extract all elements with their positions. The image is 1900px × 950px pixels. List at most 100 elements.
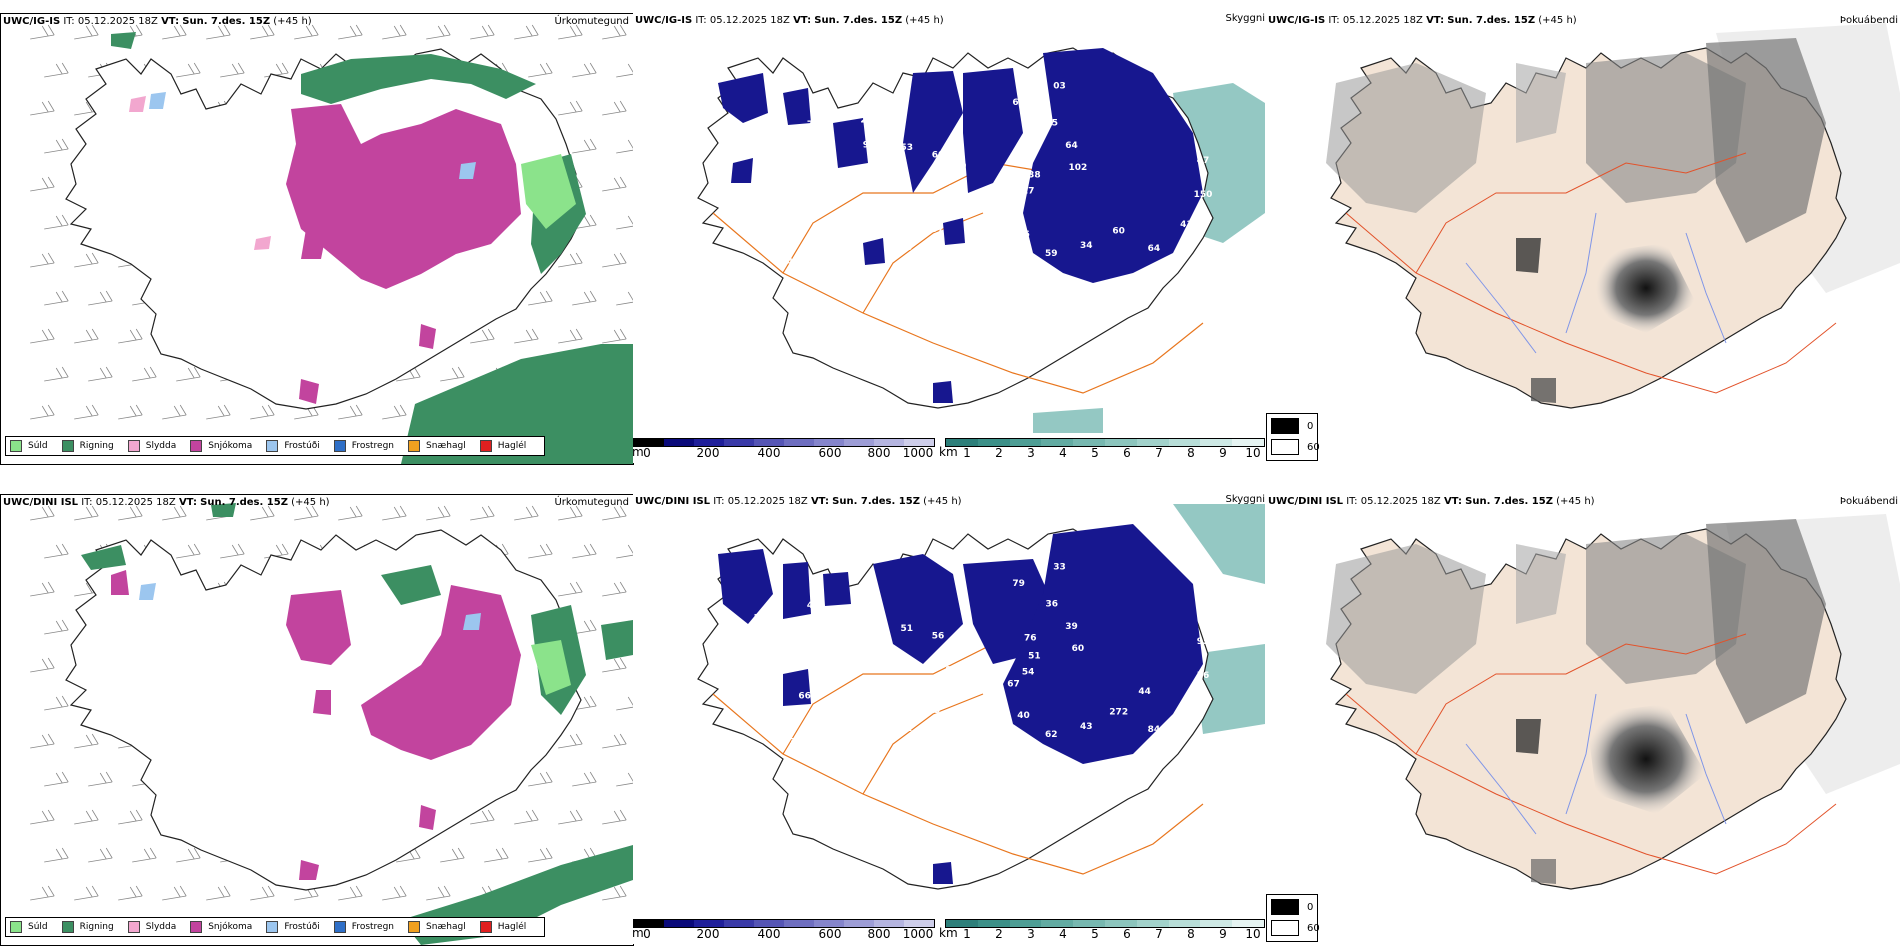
legend-item: Frostregn	[333, 440, 394, 452]
fog-legend-label: 60	[1307, 922, 1320, 934]
legend-item: Rigning	[61, 921, 114, 933]
fog-legend-label: 0	[1307, 901, 1314, 913]
colorbar-segment	[754, 439, 784, 446]
visibility-tick: 5	[1091, 446, 1099, 460]
cloud-base-tick: 0	[643, 927, 651, 941]
wind-barb	[382, 505, 407, 521]
wind-barb	[162, 505, 187, 521]
cloud-base-value: 44	[1138, 687, 1151, 697]
legend-label: Haglél	[497, 441, 527, 451]
colorbar-segment	[1041, 439, 1074, 446]
cloud-base-value: 98	[822, 195, 835, 205]
colorbar-segment	[1136, 439, 1169, 446]
legend-swatch	[479, 440, 492, 452]
panel-title: Úrkomutegund	[554, 497, 629, 508]
wind-barb	[382, 885, 407, 901]
cloud-base-value: 47	[710, 153, 723, 163]
wind-barb	[558, 809, 583, 825]
cloud-base-value: 47	[1197, 156, 1210, 166]
cloud-base-value: 2	[860, 116, 866, 126]
wind-barb	[44, 847, 69, 863]
wind-barb	[572, 543, 597, 559]
legend-swatch	[190, 440, 203, 452]
cloud-base-value: 56	[1197, 671, 1210, 681]
colorbar-segment	[814, 439, 844, 446]
visibility-tick: 10	[1245, 446, 1261, 460]
cloud-base-value: 67	[1007, 680, 1020, 690]
colorbar-segment	[844, 920, 874, 927]
wind-barb	[176, 62, 201, 78]
cloud-base-value: 90	[710, 634, 723, 644]
cloud-base-value: 170	[908, 195, 927, 205]
colorbar-segment	[694, 439, 724, 446]
colorbar-segment	[1104, 439, 1137, 446]
vt-value: Sun. 7.des. 15Z	[1465, 496, 1553, 507]
cloud-base-value: 48	[900, 243, 913, 253]
wind-barb	[572, 62, 597, 78]
visibility-colorbar: km 1 2 3 4 5 6 7 8 9 10	[939, 438, 1265, 460]
legend-label: Frostúði	[284, 922, 320, 932]
legend-label: Slydda	[145, 922, 177, 932]
lead-time: (+45 h)	[1538, 15, 1577, 26]
wind-barb	[220, 543, 245, 559]
model-name: UWC/DINI ISL	[1268, 496, 1344, 507]
it-value: 05.12.2025 18Z	[727, 496, 808, 507]
wind-barb	[470, 328, 495, 344]
colorbar-segment	[946, 439, 978, 446]
vt-value: Sun. 7.des. 15Z	[832, 496, 920, 507]
cloud-base-value: 240	[860, 622, 879, 632]
legend-swatch	[266, 440, 279, 452]
legend-item: Snjókoma	[190, 921, 252, 933]
run-header: UWC/DINI ISL IT: 05.12.2025 18Z VT: Sun.…	[1268, 496, 1595, 507]
cloud-map: 86 54 80 102 98 102 98 2 64 79 03 61 170 128 48 60 59 47 6…	[697, 47, 1265, 433]
cloud-base-value: 75	[901, 709, 914, 719]
visibility-tick: 8	[1187, 927, 1195, 941]
cloud-base-value: 102	[1008, 251, 1027, 261]
cloud-base-value: 33	[929, 754, 942, 764]
cloud-base-value: 64	[989, 799, 1002, 809]
colorbar-segment	[664, 439, 694, 446]
cloud-base-value: 132	[860, 685, 879, 695]
wind-barb	[338, 404, 363, 420]
legend-swatch	[479, 921, 492, 933]
panel-title: Úrkomutegund	[554, 16, 629, 27]
panel-title: Þokuábendi	[1839, 496, 1898, 507]
cloud-base-value: 60	[1112, 226, 1125, 236]
it-value: 05.12.2025 18Z	[95, 497, 176, 508]
wind-barb	[176, 847, 201, 863]
wind-barb	[426, 885, 451, 901]
visibility-tick: 7	[1155, 927, 1163, 941]
cloud-base-value: 47	[798, 211, 811, 221]
cloud-base-colorbar: m 0 200 400 600 800 1000	[632, 438, 935, 460]
wind-barb	[74, 733, 99, 749]
freezing-drizzle-area	[139, 583, 481, 630]
cloud-map: 79 75 48 61 95 60 55 54 84 41 33 64 47 67 51 56 62 66 39 45…	[697, 504, 1265, 890]
it-label: IT:	[81, 497, 93, 508]
fog-map	[1326, 23, 1900, 409]
wind-barb	[440, 847, 465, 863]
wind-barb	[602, 176, 627, 192]
fog-map	[1326, 514, 1900, 890]
cloud-base-tick: 400	[757, 927, 781, 941]
wind-barb	[44, 366, 69, 382]
precip-map	[30, 503, 633, 945]
cloud-base-value: 98	[904, 294, 917, 304]
wind-barb	[602, 885, 627, 901]
wind-barb	[30, 733, 55, 749]
cloud-base-value: 5	[949, 184, 955, 194]
colorbar-segment	[904, 920, 934, 927]
legend-label: Frostúði	[284, 441, 320, 451]
wind-barb	[118, 505, 143, 521]
fog-swatch-white	[1271, 920, 1299, 936]
wind-barb	[616, 215, 633, 230]
fog-areas	[1326, 38, 1826, 403]
vt-value: Sun. 7.des. 15Z	[1447, 15, 1536, 26]
cloud-base-value: 45	[941, 308, 954, 318]
cloud-base-value: 75	[1046, 118, 1059, 128]
cloud-base-areas	[718, 524, 1203, 884]
cloud-base-value: 92	[739, 768, 752, 778]
colorbar-segment	[977, 439, 1010, 446]
cloud-base-value: 41	[1180, 220, 1193, 230]
lead-time: (+45 h)	[905, 15, 944, 26]
cloud-base-unit: m	[632, 926, 644, 940]
